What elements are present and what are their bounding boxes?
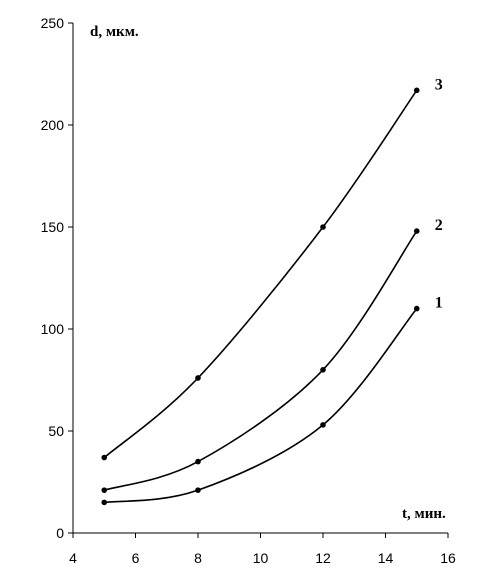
series-3-label: 3: [435, 76, 443, 93]
x-tick-label: 6: [132, 550, 140, 566]
series-2-point: [195, 458, 201, 465]
series-1-point: [101, 499, 108, 506]
y-tick-label: 100: [41, 321, 65, 337]
series-3-point: [101, 454, 108, 461]
series-3-line: [103, 89, 418, 459]
series-2-point: [101, 487, 108, 493]
series-markers: [101, 87, 420, 506]
series-3-point: [195, 375, 201, 381]
series-1-label: 1: [435, 295, 443, 312]
x-tick-label: 10: [253, 550, 269, 566]
y-axis-title: d, мкм.: [90, 24, 139, 40]
series-curves: [103, 89, 418, 504]
y-tick-label: 0: [56, 525, 64, 541]
series-1-point: [195, 487, 201, 493]
x-tick-label: 16: [440, 550, 456, 566]
x-axis-title: t, мин.: [402, 506, 446, 522]
series-1-point: [413, 305, 420, 312]
y-tick-label: 50: [48, 423, 64, 439]
x-tick-label: 8: [194, 550, 202, 566]
series-2-point: [320, 367, 326, 373]
axes: [72, 23, 448, 534]
x-tick-label: 12: [315, 550, 331, 566]
series-2-point: [413, 228, 420, 234]
series-2-label: 2: [435, 217, 443, 234]
series-labels: 1 2 3: [435, 76, 443, 311]
y-tick-label: 200: [41, 117, 65, 133]
series-1-line: [104, 308, 418, 504]
y-tick-label: 250: [41, 15, 65, 31]
y-tick-label: 150: [41, 219, 65, 235]
series-2-line: [104, 230, 418, 491]
x-tick-label: 14: [378, 550, 394, 566]
x-tick-label: 4: [69, 550, 77, 566]
series-1-point: [320, 422, 326, 428]
series-3-point: [320, 224, 326, 230]
series-3-point: [413, 87, 420, 94]
